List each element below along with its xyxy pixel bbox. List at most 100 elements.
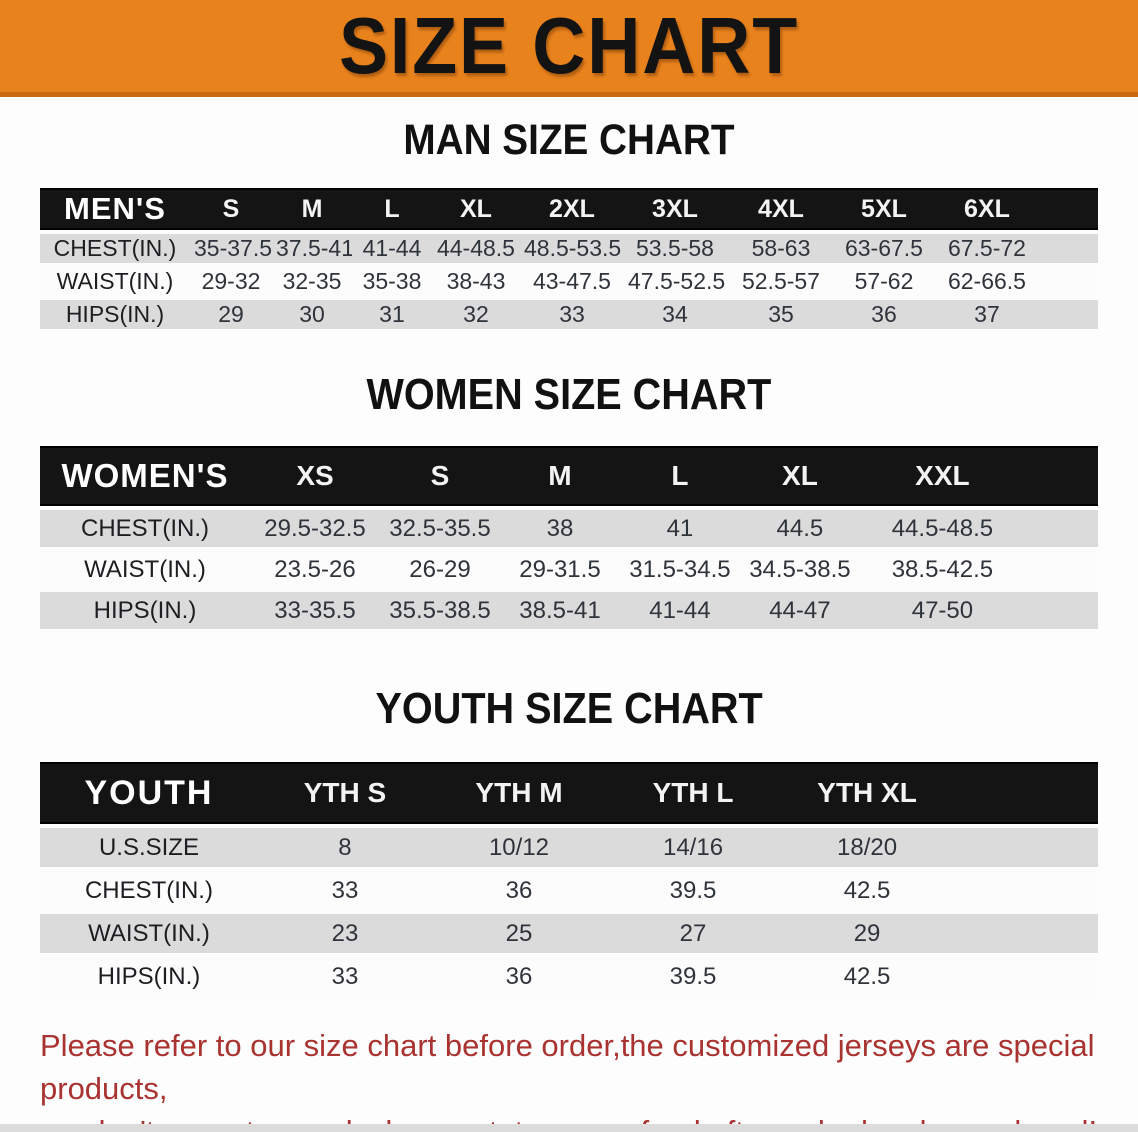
row-label-cell: CHEST(IN.) [53,235,177,261]
row-label-cell: HIPS(IN.) [65,301,165,327]
men-section-heading-text: MAN SIZE CHART [403,116,735,164]
row-filler-cell [954,871,1098,910]
size-value-cell: 42.5 [843,876,891,904]
row-filler-cell [1025,551,1098,588]
row-filler-cell [1042,267,1098,296]
size-value-cell: 38-43 [446,268,506,294]
group-label-cell: WOMEN'S [40,446,250,506]
size-value-cell: 29 [853,919,881,947]
size-value-cell: 67.5-72 [947,235,1026,261]
size-column-header: M [499,446,620,506]
size-value-cell: 32.5-35.5 [389,514,491,542]
bottom-edge-strip [0,1124,1138,1132]
size-value-cell: 62-66.5 [947,268,1026,294]
size-value-cell: 18/20 [837,833,898,861]
size-value-cell: 36 [505,962,533,990]
size-value-cell: 36 [505,876,533,904]
footer-note-line1: Please refer to our size chart before or… [40,1028,1095,1106]
size-value-cell: 35.5-38.5 [389,596,491,624]
size-value-cell: 23.5-26 [274,555,356,583]
measurement-row: WAIST(IN.) 23.5-26 26-29 29-31.5 31.5-34.5 34… [40,551,1098,588]
size-value-cell: 36 [871,301,897,327]
size-value-cell: 33 [331,876,359,904]
size-column-header: YTH M [431,762,606,824]
row-filler-cell [954,957,1098,996]
size-value-cell: 29.5-32.5 [264,514,366,542]
women-section-heading-text: WOMEN SIZE CHART [366,370,772,419]
size-column-header: YTH L [606,762,781,824]
size-value-cell: 41-44 [362,235,422,261]
size-column-header: 2XL [519,188,624,230]
row-label-cell: HIPS(IN.) [97,962,201,990]
size-column-header: L [351,188,432,230]
size-value-cell: 32-35 [282,268,342,294]
size-value-cell: 35-37.5 [194,235,272,261]
group-label-cell: YOUTH [40,762,258,824]
row-label-cell: WAIST(IN.) [84,555,206,583]
size-value-cell: 43-47.5 [532,268,611,294]
size-column-header: YTH XL [780,762,955,824]
measurement-row: HIPS(IN.) 33 36 39.5 42.5 [40,957,1098,996]
size-column-header: XL [431,188,520,230]
size-column-header: 3XL [623,188,726,230]
size-value-cell: 42.5 [843,962,891,990]
women-section-heading: WOMEN SIZE CHART [0,373,1138,417]
size-value-cell: 31 [379,301,405,327]
size-value-cell: 48.5-53.5 [523,235,622,261]
size-value-cell: 53.5-58 [635,235,714,261]
measurement-row: HIPS(IN.) 29 30 31 32 33 34 35 36 37 [40,300,1098,329]
size-column-header: XL [739,446,860,506]
size-value-cell: 57-62 [854,268,914,294]
men-section-heading: MAN SIZE CHART [0,119,1138,162]
size-column-header: S [380,446,500,506]
header-filler-cell [1024,446,1098,506]
section-women: WOMEN SIZE CHART WOMEN'S XS S M L XL XXL CHEST(… [0,373,1138,633]
women-size-table: WOMEN'S XS S M L XL XXL CHEST(IN.) 29.5-32.5 32.5… [40,442,1098,633]
row-label-cell: WAIST(IN.) [56,268,174,294]
header-filler-cell [954,762,1098,824]
size-value-cell: 44.5 [776,514,824,542]
size-value-cell: 44-48.5 [436,235,515,261]
size-value-cell: 14/16 [662,833,724,861]
size-value-cell: 41 [666,514,694,542]
measurement-row: HIPS(IN.) 33-35.5 35.5-38.5 38.5-41 41-44 44-… [40,592,1098,629]
size-value-cell: 31.5-34.5 [629,555,731,583]
header-filler-cell [1041,188,1098,230]
size-value-cell: 30 [299,301,325,327]
measurement-row: WAIST(IN.) 29-32 32-35 35-38 38-43 43-47.5 47.… [40,267,1098,296]
size-value-cell: 47.5-52.5 [627,268,726,294]
row-filler-cell [1042,300,1098,329]
size-value-cell: 58-63 [751,235,811,261]
banner-title: SIZE CHART [339,1,799,90]
size-value-cell: 29-32 [201,268,261,294]
size-column-header: 5XL [836,188,932,230]
size-value-cell: 8 [338,833,352,861]
size-column-header: 4XL [725,188,836,230]
size-column-header: 6XL [931,188,1042,230]
measurement-row: CHEST(IN.) 29.5-32.5 32.5-35.5 38 41 44.5 44.5… [40,510,1098,547]
size-value-cell: 38.5-42.5 [891,555,994,583]
size-value-cell: 35 [768,301,794,327]
banner: SIZE CHART [0,0,1138,97]
size-column-header: YTH S [257,762,432,824]
section-youth: YOUTH SIZE CHART YOUTH YTH S YTH M YTH L YTH… [0,687,1138,1000]
row-filler-cell [954,828,1098,867]
row-label-cell: CHEST(IN.) [81,514,209,542]
size-table-header-row: YOUTH YTH S YTH M YTH L YTH XL [40,762,1098,824]
footer-note: Please refer to our size chart before or… [40,1024,1118,1132]
size-value-cell: 44.5-48.5 [891,514,994,542]
row-label-cell: CHEST(IN.) [84,876,213,904]
youth-section-heading: YOUTH SIZE CHART [0,687,1138,731]
size-value-cell: 39.5 [669,962,717,990]
men-size-table: MEN'S S M L XL 2XL 3XL 4XL 5XL 6XL CHEST(IN.) 35-37… [40,184,1098,333]
group-label-cell: MEN'S [40,188,191,230]
size-table-header-row: WOMEN'S XS S M L XL XXL [40,446,1098,506]
size-table-header-row: MEN'S S M L XL 2XL 3XL 4XL 5XL 6XL [40,188,1098,230]
size-value-cell: 63-67.5 [844,235,923,261]
size-value-cell: 37.5-41 [276,235,352,261]
size-value-cell: 37 [974,301,1000,327]
size-value-cell: 47-50 [911,596,974,624]
size-column-header: XXL [859,446,1025,506]
size-value-cell: 26-29 [409,555,471,583]
measurement-row: CHEST(IN.) 35-37.5 37.5-41 41-44 44-48.5 48.5… [40,234,1098,263]
